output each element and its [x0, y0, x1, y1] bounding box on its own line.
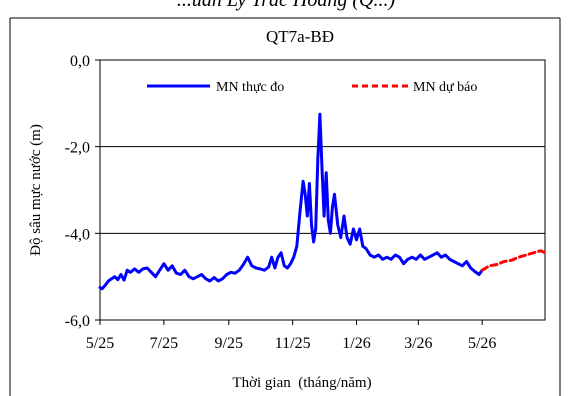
legend: MN thực đo MN dự báo — [147, 80, 477, 95]
legend-label-mn-thuc-do: MN thực đo — [216, 80, 284, 95]
x-tick-label: 9/25 — [215, 335, 243, 352]
y-tick-label: 0,0 — [70, 53, 90, 70]
x-axis-ticks: 5/25 7/25 9/25 11/25 1/26 3/26 5/26 — [86, 320, 496, 352]
x-tick-label: 11/25 — [275, 335, 311, 352]
x-tick-label: 5/25 — [86, 335, 114, 352]
x-tick-label: 3/26 — [404, 335, 432, 352]
series-line-mn-thuc-do — [98, 112, 484, 291]
chart-title: QT7a-BĐ — [266, 27, 334, 46]
legend-label-mn-du-bao: MN dự báo — [413, 80, 477, 95]
y-tick-label: -2,0 — [65, 140, 90, 157]
series-layer — [98, 112, 547, 291]
series-line-mn-du-bao — [480, 249, 547, 272]
y-tick-label: -6,0 — [65, 313, 90, 330]
x-axis-label: Thời gian (tháng/năm) — [232, 375, 371, 391]
plot-area-border — [99, 59, 546, 321]
top-caption: ...uan Ly Trac Hoang (Q...) — [177, 0, 396, 11]
y-axis-ticks: 0,0 -2,0 -4,0 -6,0 — [65, 53, 100, 330]
y-axis-label: Độ sâu mực nước (m) — [28, 124, 44, 256]
x-tick-label: 7/25 — [150, 335, 178, 352]
y-tick-label: -4,0 — [65, 226, 90, 243]
x-tick-label: 1/26 — [342, 335, 370, 352]
x-tick-label: 5/26 — [468, 335, 496, 352]
plot-area: 0,0 -2,0 -4,0 -6,0 5/25 7/25 9/25 11/25 1/26 3/2… — [65, 53, 547, 352]
